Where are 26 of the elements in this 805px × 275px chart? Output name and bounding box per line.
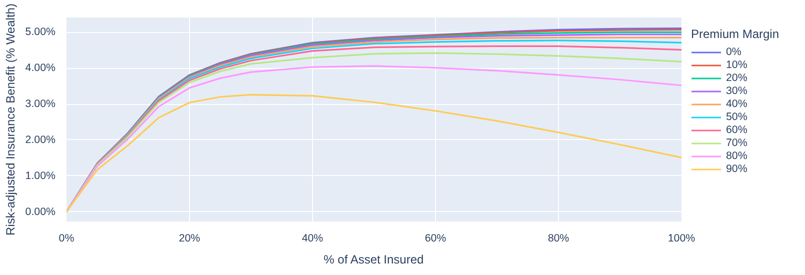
- x-axis-title: % of Asset Insured: [324, 252, 424, 266]
- legend-label: 30%: [726, 85, 748, 97]
- y-axis-title: Risk-adjusted Insurance Benefit (% Wealth): [3, 4, 18, 236]
- legend-label: 70%: [726, 137, 748, 149]
- y-tick-label: 5.00%: [25, 26, 56, 38]
- line-series: [66, 94, 682, 213]
- legend-label: 60%: [726, 124, 748, 136]
- legend-label: 40%: [726, 98, 748, 110]
- x-tick-label: 80%: [548, 232, 570, 244]
- legend-label: 50%: [726, 111, 748, 123]
- x-tick-label: 20%: [178, 232, 201, 244]
- y-tick-label: 4.00%: [25, 62, 56, 74]
- y-tick-label: 1.00%: [25, 170, 56, 182]
- legend-label: 10%: [726, 59, 748, 71]
- legend-label: 0%: [726, 46, 742, 58]
- y-tick-label: 2.00%: [25, 134, 56, 146]
- legend-title: Premium Margin: [691, 27, 780, 41]
- y-tick-label: 3.00%: [25, 98, 56, 110]
- x-tick-label: 60%: [424, 232, 447, 244]
- legend-label: 90%: [726, 163, 748, 175]
- y-tick-label: 0.00%: [25, 206, 56, 218]
- x-tick-label: 40%: [302, 232, 324, 244]
- legend-label: 20%: [726, 72, 748, 84]
- legend-label: 80%: [726, 150, 748, 162]
- x-tick-label: 100%: [668, 232, 696, 244]
- x-tick-label: 0%: [58, 232, 75, 244]
